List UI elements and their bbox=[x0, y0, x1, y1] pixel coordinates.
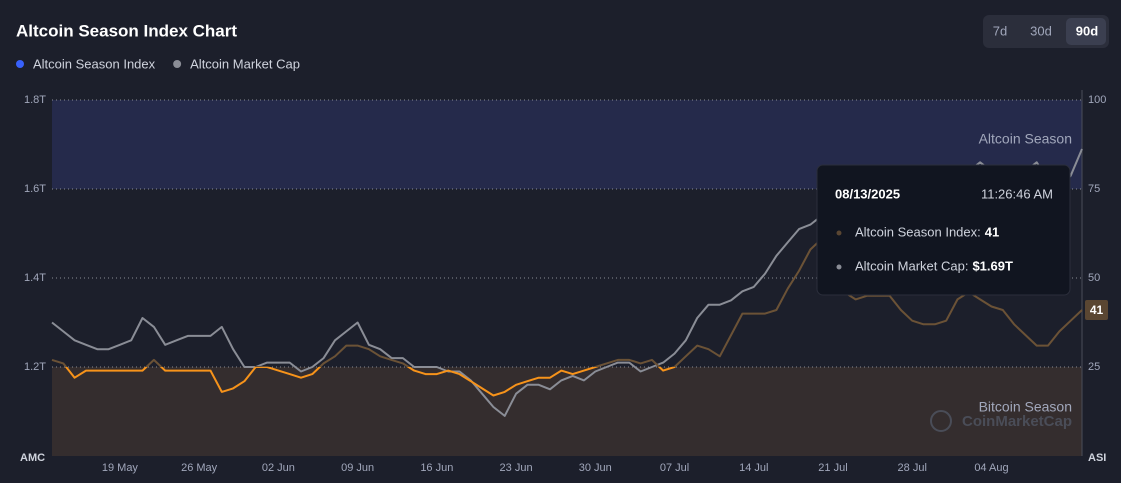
legend-label[interactable]: Altcoin Market Cap bbox=[190, 56, 300, 71]
range-button-active[interactable] bbox=[1066, 18, 1106, 45]
y-tick-label: 1.8T bbox=[24, 94, 46, 106]
tooltip-value: $1.69T bbox=[972, 258, 1013, 273]
legend-marker[interactable] bbox=[16, 60, 24, 68]
range-button[interactable]: 90d bbox=[1076, 23, 1098, 38]
y-axis-label: AMC bbox=[20, 452, 45, 464]
tooltip-date: 08/13/2025 bbox=[835, 186, 900, 201]
watermark-logo bbox=[930, 410, 952, 432]
tooltip-label: Altcoin Market Cap: bbox=[855, 258, 968, 273]
season-band bbox=[52, 367, 1082, 456]
last-value-badge bbox=[1085, 300, 1108, 321]
y2-tick-label: 25 bbox=[1088, 361, 1100, 373]
tooltip-marker bbox=[836, 230, 842, 236]
y-tick-label: 1.2T bbox=[24, 361, 46, 373]
x-tick-label: 14 Jul bbox=[739, 462, 768, 474]
x-tick-label: 04 Aug bbox=[974, 462, 1008, 474]
last-value-label: 41 bbox=[1090, 303, 1104, 317]
x-tick-label: 23 Jun bbox=[500, 462, 533, 474]
x-tick-label: 30 Jun bbox=[579, 462, 612, 474]
y2-tick-label: 50 bbox=[1088, 272, 1100, 284]
chart-title: Altcoin Season Index Chart bbox=[16, 21, 237, 40]
y-tick-label: 1.6T bbox=[24, 183, 46, 195]
range-button[interactable]: 7d bbox=[993, 23, 1007, 38]
x-tick-label: 07 Jul bbox=[660, 462, 689, 474]
x-tick-label: 09 Jun bbox=[341, 462, 374, 474]
x-tick-label: 16 Jun bbox=[420, 462, 453, 474]
x-tick-label: 21 Jul bbox=[818, 462, 847, 474]
x-tick-label: 26 May bbox=[181, 462, 218, 474]
y2-axis-label: ASI bbox=[1088, 452, 1106, 464]
index-line bbox=[51, 237, 1083, 397]
tooltip bbox=[816, 164, 1071, 296]
y-tick-label: 1.4T bbox=[24, 272, 46, 284]
band-label: Bitcoin Season bbox=[979, 399, 1072, 415]
y2-tick-label: 100 bbox=[1088, 94, 1106, 106]
legend-label[interactable]: Altcoin Season Index bbox=[33, 56, 156, 71]
watermark: CoinMarketCap bbox=[962, 413, 1072, 430]
band-label: Altcoin Season bbox=[979, 131, 1072, 147]
x-tick-label: 02 Jun bbox=[262, 462, 295, 474]
range-button[interactable]: 30d bbox=[1030, 23, 1052, 38]
tooltip-time: 11:26:46 AM bbox=[981, 186, 1053, 201]
tooltip-value: 41 bbox=[985, 224, 999, 239]
y2-tick-label: 75 bbox=[1088, 183, 1100, 195]
tooltip-marker bbox=[836, 264, 842, 270]
legend-marker[interactable] bbox=[173, 60, 182, 68]
x-tick-label: 19 May bbox=[102, 462, 139, 474]
x-tick-label: 28 Jul bbox=[898, 462, 927, 474]
tooltip-label: Altcoin Season Index: bbox=[855, 224, 981, 239]
